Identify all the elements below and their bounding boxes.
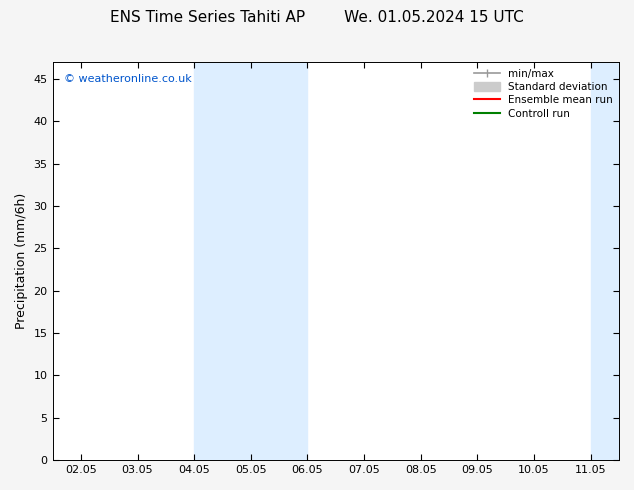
- Text: © weatheronline.co.uk: © weatheronline.co.uk: [64, 74, 191, 84]
- Legend: min/max, Standard deviation, Ensemble mean run, Controll run: min/max, Standard deviation, Ensemble me…: [469, 64, 617, 123]
- Bar: [591, 62, 619, 460]
- Text: ENS Time Series Tahiti AP        We. 01.05.2024 15 UTC: ENS Time Series Tahiti AP We. 01.05.2024…: [110, 10, 524, 25]
- Bar: [619, 62, 634, 460]
- Bar: [194, 62, 251, 460]
- Bar: [251, 62, 307, 460]
- Y-axis label: Precipitation (mm/6h): Precipitation (mm/6h): [15, 193, 28, 329]
